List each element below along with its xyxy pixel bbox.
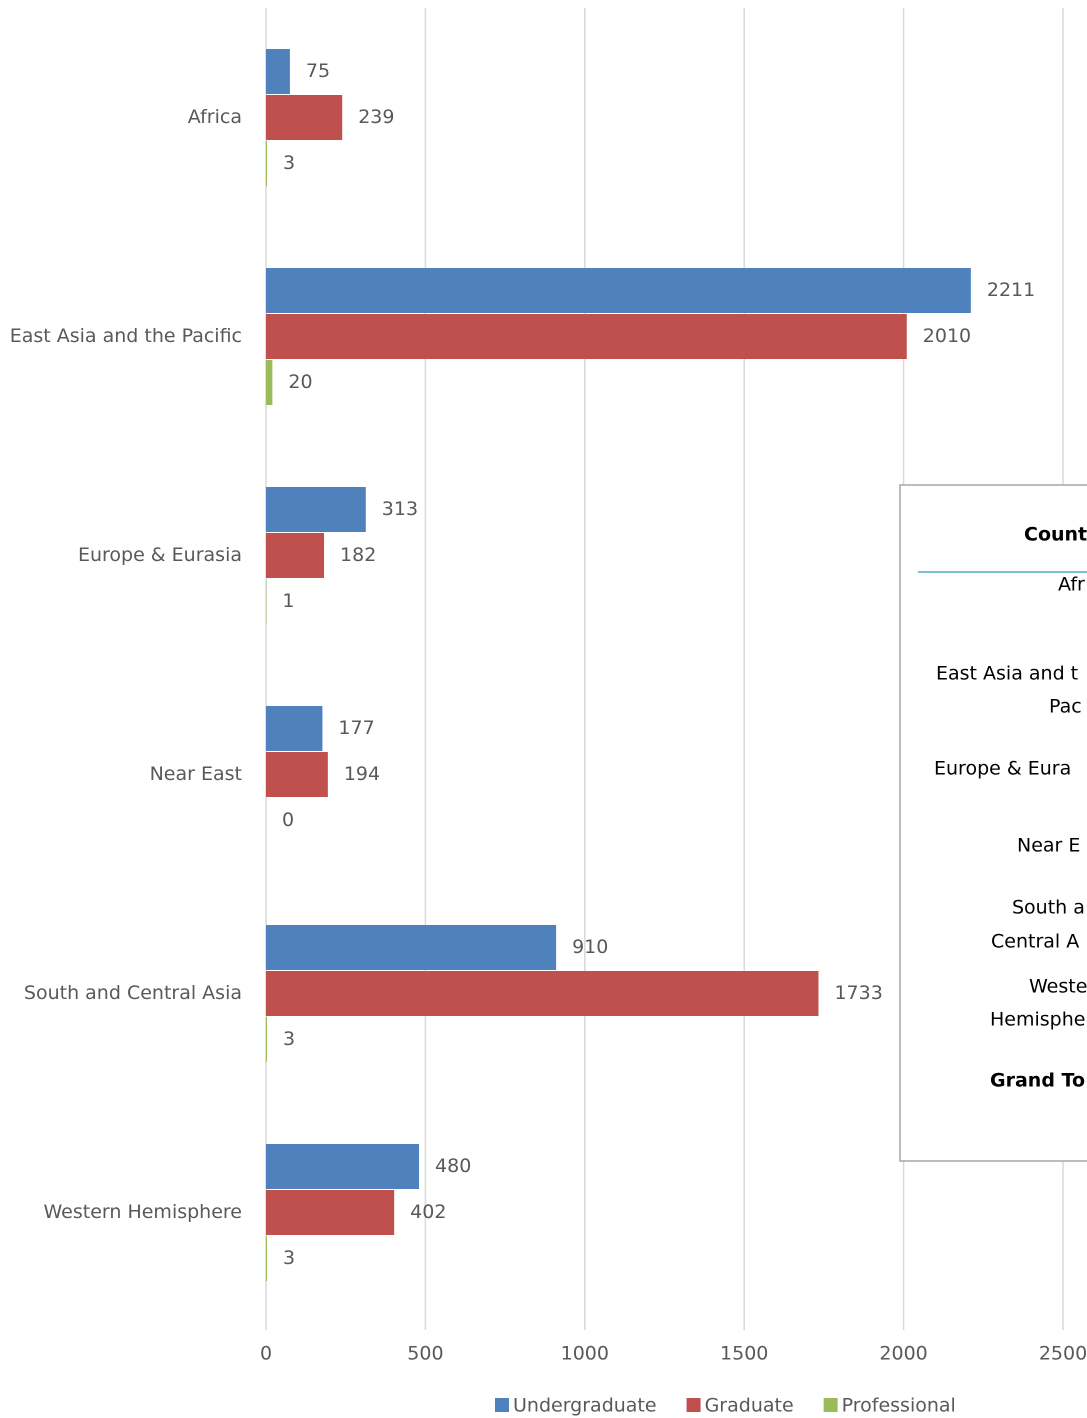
- y-tick-label: Africa: [188, 106, 242, 128]
- y-tick-label: Near East: [150, 763, 242, 785]
- data-label: 182: [340, 544, 376, 566]
- table-overlay: Count Afr East Asia and t Pac Europe & E…: [899, 484, 1087, 1162]
- legend-swatch: [495, 1398, 509, 1412]
- table-cell: Afr: [1058, 574, 1085, 596]
- table-cell: Near E: [1017, 835, 1080, 857]
- data-label: 480: [435, 1155, 471, 1177]
- legend-label: Professional: [842, 1395, 956, 1417]
- table-cell: South a: [1012, 897, 1085, 919]
- bar: [266, 706, 323, 751]
- x-tick-label: 1000: [561, 1343, 609, 1365]
- data-label: 75: [306, 60, 330, 82]
- table-cell: Europe & Eura: [934, 758, 1071, 780]
- y-tick-label: Europe & Eurasia: [78, 544, 242, 566]
- y-tick-label: Western Hemisphere: [44, 1201, 243, 1223]
- bar: [266, 49, 290, 94]
- data-label: 20: [288, 371, 312, 393]
- data-label: 3: [283, 1247, 295, 1269]
- legend-label: Undergraduate: [513, 1395, 657, 1417]
- x-tick-label: 2000: [879, 1343, 927, 1365]
- data-label: 910: [572, 936, 608, 958]
- bar: [266, 1190, 395, 1235]
- table-cell: Central A: [991, 931, 1079, 953]
- y-tick-label: South and Central Asia: [24, 982, 242, 1004]
- x-tick-label: 500: [407, 1343, 443, 1365]
- data-label: 239: [358, 106, 394, 128]
- data-label: 194: [344, 763, 380, 785]
- table-cell: Pac: [1049, 696, 1082, 718]
- data-label: 313: [382, 498, 418, 520]
- bar: [266, 95, 343, 140]
- bar: [266, 314, 907, 359]
- bar: [266, 925, 557, 970]
- data-label: 1: [282, 590, 294, 612]
- table-title: Count: [1024, 524, 1087, 546]
- bar: [266, 268, 971, 313]
- x-tick-label: 2500: [1039, 1343, 1087, 1365]
- data-label: 0: [282, 809, 294, 831]
- legend-label: Graduate: [705, 1395, 794, 1417]
- legend-swatch: [823, 1398, 838, 1412]
- bar: [266, 971, 819, 1016]
- x-tick-label: 0: [260, 1343, 272, 1365]
- x-tick-label: 1500: [720, 1343, 768, 1365]
- bar: [266, 141, 267, 186]
- data-label: 177: [338, 717, 374, 739]
- data-label: 402: [410, 1201, 446, 1223]
- bar: [266, 533, 325, 578]
- bar: [266, 1236, 267, 1281]
- table-cell: Weste: [1029, 976, 1087, 998]
- data-label: 3: [283, 1028, 295, 1050]
- bar: [266, 360, 273, 405]
- bar: [266, 487, 366, 532]
- table-box: [899, 484, 1087, 1162]
- bar: [266, 1017, 267, 1062]
- y-tick-label: East Asia and the Pacific: [10, 325, 242, 347]
- table-cell: Hemisphe: [990, 1009, 1085, 1031]
- legend-swatch: [686, 1398, 701, 1412]
- data-label: 3: [283, 152, 295, 174]
- bar: [266, 752, 328, 797]
- data-label: 1733: [834, 982, 882, 1004]
- bar: [266, 1144, 420, 1189]
- table-cell: East Asia and t: [936, 663, 1078, 685]
- table-cell: Grand To: [990, 1070, 1085, 1092]
- data-label: 2010: [923, 325, 971, 347]
- data-label: 2211: [987, 279, 1035, 301]
